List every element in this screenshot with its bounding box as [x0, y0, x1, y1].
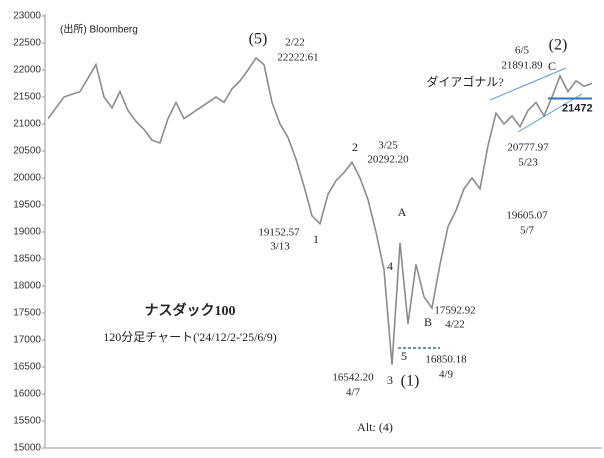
y-tick-label: 15000	[13, 443, 41, 454]
annotation: 20777.97	[507, 142, 549, 154]
annotation: 3/13	[270, 241, 290, 253]
diagonal-line	[517, 93, 583, 133]
annotation: 5	[401, 349, 407, 363]
annotation: 20292.20	[367, 154, 409, 166]
annotation: A	[398, 205, 407, 219]
y-tick-label: 20500	[13, 146, 41, 157]
y-tick-label: 19500	[13, 200, 41, 211]
annotation: B	[424, 315, 432, 329]
annotation: 16850.18	[425, 354, 467, 366]
y-tick-label: 17000	[13, 335, 41, 346]
annotation: 5/23	[518, 157, 538, 169]
price-line	[47, 56, 593, 365]
annotation: 5/7	[520, 225, 535, 237]
annotation: 4/9	[439, 369, 454, 381]
annotation: (5)	[249, 31, 268, 48]
y-tick-label: 18000	[13, 281, 41, 292]
y-tick-label: 22500	[13, 38, 41, 49]
annotation: 16542.20	[332, 372, 374, 384]
y-tick-label: 22000	[13, 65, 41, 76]
y-tick-label: 21000	[13, 119, 41, 130]
y-tick-label: 21500	[13, 92, 41, 103]
source: (出所) Bloomberg	[60, 23, 138, 36]
annotation: 4/22	[445, 319, 465, 331]
annotation: 2	[352, 140, 358, 154]
annotation: C	[548, 59, 556, 73]
annotation: 19152.57	[258, 227, 300, 239]
annotation: 1	[313, 232, 319, 246]
y-tick-label: 20000	[13, 173, 41, 184]
annotation: (2)	[549, 37, 568, 54]
annotation: 6/5	[515, 45, 530, 57]
chart-subtitle: 120分足チャート('24/12/2-'25/6/9)	[103, 330, 277, 344]
reference-label: 21472	[562, 102, 593, 114]
annotation: (1)	[401, 373, 420, 390]
y-tick-label: 23000	[13, 11, 41, 22]
annotation: 4	[387, 259, 393, 273]
annotation: 3	[387, 373, 393, 387]
y-tick-label: 18500	[13, 254, 41, 265]
chart-title: ナスダック100	[145, 302, 236, 319]
annotation: 4/7	[346, 387, 361, 399]
annotation: 22222.61	[277, 52, 318, 64]
annotation: 2/22	[285, 37, 305, 49]
annotation: ダイアゴナル?	[426, 74, 503, 89]
y-tick-label: 15500	[13, 416, 41, 427]
annotation: 19605.07	[506, 210, 548, 222]
annotation: 21891.89	[501, 60, 543, 72]
y-tick-label: 19000	[13, 227, 41, 238]
y-tick-label: 16000	[13, 389, 41, 400]
diagonal-line	[489, 67, 567, 101]
annotation: 17592.92	[434, 305, 475, 317]
y-tick-label: 17500	[13, 308, 41, 319]
annotation: Alt: (4)	[357, 420, 393, 434]
annotation: 3/25	[378, 140, 398, 152]
y-tick-label: 16500	[13, 362, 41, 373]
